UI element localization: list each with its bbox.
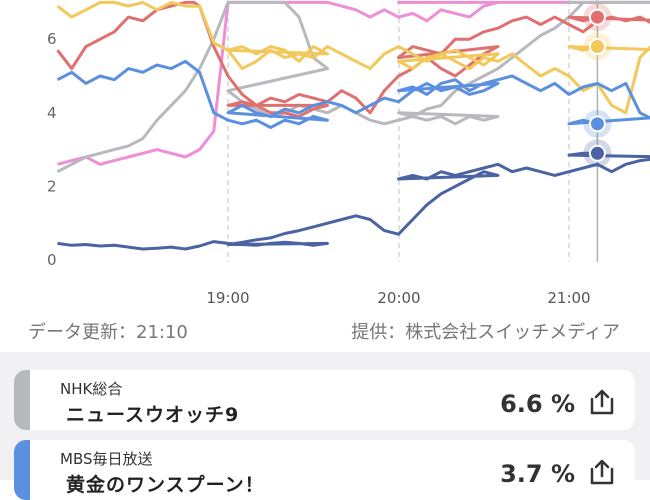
program-title: 黄金のワンスプーン！ — [66, 470, 265, 497]
share-icon[interactable] — [589, 388, 615, 416]
data-updated-text: データ更新：21:10 — [28, 318, 188, 344]
chart-area: 0 2 4 6 19:00 20:00 21:00 — [0, 0, 650, 350]
series-line — [58, 153, 650, 249]
end-marker — [590, 116, 605, 131]
rating-value: 3.7 % — [500, 460, 575, 488]
end-marker — [590, 39, 605, 54]
grid-layer — [228, 0, 597, 262]
y-tick-label: 6 — [47, 30, 57, 48]
channel-color-stripe — [14, 370, 30, 430]
program-list: NHK総合 ニュースウオッチ9 6.6 % MBS毎日放送 黄金のワンスプーン！… — [0, 352, 650, 480]
end-marker — [590, 146, 605, 161]
ratings-line-chart: 0 2 4 6 19:00 20:00 21:00 — [0, 0, 650, 314]
series-line — [58, 2, 650, 164]
program-card[interactable]: MBS毎日放送 黄金のワンスプーン！ 3.7 % — [14, 440, 635, 500]
x-tick-label: 19:00 — [206, 289, 249, 307]
share-icon[interactable] — [589, 458, 615, 486]
channel-name: NHK総合 — [60, 378, 122, 399]
chart-footer: データ更新：21:10 提供：株式会社スイッチメディア — [0, 314, 650, 348]
program-title: ニュースウオッチ9 — [66, 400, 239, 427]
provider-text: 提供：株式会社スイッチメディア — [351, 318, 620, 344]
series-layer — [58, 2, 650, 249]
program-card[interactable]: NHK総合 ニュースウオッチ9 6.6 % — [14, 370, 635, 430]
rating-value: 6.6 % — [500, 390, 575, 418]
x-tick-label: 20:00 — [377, 289, 420, 307]
channel-name: MBS毎日放送 — [60, 448, 153, 469]
channel-color-stripe — [14, 440, 30, 500]
y-tick-label: 2 — [47, 177, 57, 195]
end-marker — [590, 10, 605, 25]
y-tick-label: 0 — [47, 251, 57, 269]
x-tick-label: 21:00 — [547, 289, 590, 307]
y-tick-label: 4 — [47, 104, 57, 122]
